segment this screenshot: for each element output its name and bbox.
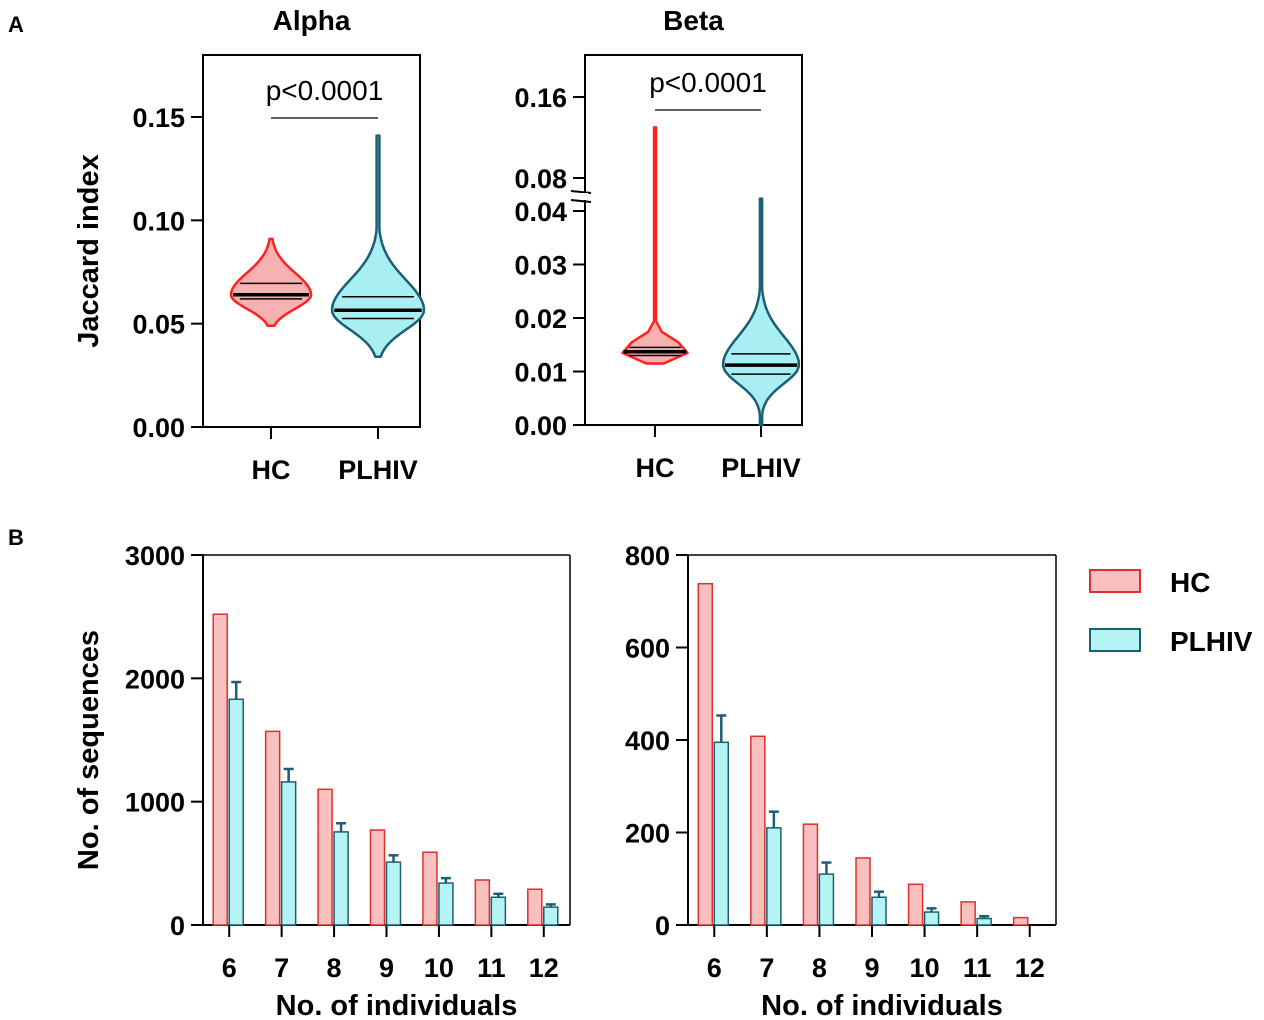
bar-hc <box>750 735 766 926</box>
bar-hc <box>474 879 491 926</box>
y-axis-label: No. of sequences <box>73 630 105 870</box>
plot-frame <box>584 54 803 426</box>
x-axis-label: No. of individuals <box>761 990 1003 1020</box>
sequences-bar-chart-beta: 0 200 400 600 800 No. of individuals 6 7 8 9 10 11 1… <box>625 541 1057 1020</box>
x-tick-label: 12 <box>529 953 559 983</box>
significance-label: p<0.0001 <box>266 75 384 106</box>
y-tick-label: 600 <box>625 634 670 664</box>
chart-title: Beta <box>663 5 724 36</box>
y-tick-label: 0.03 <box>514 251 567 281</box>
x-tick-label: 8 <box>812 953 827 983</box>
y-tick-label: 800 <box>625 541 670 571</box>
bar-hc <box>855 857 871 926</box>
legend-label-hc: HC <box>1170 567 1210 598</box>
sequences-bar-chart-alpha: 0 1000 2000 3000 No. of sequences No. of indi… <box>73 541 571 1020</box>
violin-hc <box>229 237 313 327</box>
panel-label-a: A <box>8 12 24 37</box>
y-tick-label: 1000 <box>125 788 185 818</box>
x-tick-label: HC <box>252 455 291 485</box>
legend-swatch-hc <box>1089 569 1141 593</box>
bar-plhiv <box>923 911 940 926</box>
bar-plhiv <box>490 896 507 926</box>
axis-break-mark <box>570 199 592 203</box>
y-tick-label: 0.08 <box>514 164 567 194</box>
violin-plhiv <box>330 134 426 358</box>
x-tick-label: 8 <box>327 953 342 983</box>
panel-label-b: B <box>8 525 24 550</box>
x-tick-label: HC <box>636 453 675 483</box>
y-tick-label: 400 <box>625 726 670 756</box>
y-axis-label: Jaccard index <box>73 154 105 347</box>
violin-hc <box>621 126 689 365</box>
violin-plhiv <box>721 197 801 427</box>
x-tick-label: 10 <box>424 953 454 983</box>
bar-hc <box>264 730 281 926</box>
alpha-violin-chart: Alpha 0.00 0.05 0.10 0.15 Jaccard index HC PLHI… <box>73 5 426 485</box>
y-tick-label: 0 <box>655 911 670 941</box>
bar-plhiv <box>871 896 887 926</box>
bar-plhiv <box>280 781 297 926</box>
y-tick-label: 0.04 <box>514 197 567 227</box>
bar-hc <box>422 851 438 926</box>
violin-body-hc <box>621 126 689 365</box>
x-tick-label: 9 <box>864 953 879 983</box>
bar-plhiv <box>543 906 559 926</box>
y-tick-label: 3000 <box>125 541 185 571</box>
y-tick-label: 0.10 <box>132 206 185 236</box>
y-tick-label: 0.00 <box>132 413 185 443</box>
y-tick-label: 0.15 <box>132 103 185 133</box>
y-tick-label: 0.16 <box>514 83 567 113</box>
bar-plhiv <box>333 831 349 926</box>
bar-plhiv <box>713 741 730 926</box>
bar-hc <box>212 613 228 926</box>
legend-label-plhiv: PLHIV <box>1170 626 1253 657</box>
bar-plhiv <box>976 917 992 926</box>
violin-body-plhiv <box>721 197 801 427</box>
bar-hc <box>960 901 976 926</box>
x-tick-label: PLHIV <box>721 453 801 483</box>
y-tick-label: 2000 <box>125 664 185 694</box>
bar-hc <box>527 888 543 926</box>
y-tick-label: 0.01 <box>514 358 567 388</box>
x-tick-label: 6 <box>222 953 237 983</box>
bar-plhiv <box>438 882 454 926</box>
legend-swatch-plhiv <box>1089 628 1141 652</box>
bar-plhiv <box>385 861 402 926</box>
significance-label: p<0.0001 <box>649 67 767 98</box>
bar-plhiv <box>818 873 835 926</box>
y-tick-label: 0.05 <box>132 310 185 340</box>
bar-hc <box>907 883 924 926</box>
y-tick-label: 200 <box>625 819 670 849</box>
x-tick-label: 7 <box>274 953 289 983</box>
bar-plhiv <box>228 698 244 926</box>
bar-plhiv <box>766 827 782 926</box>
y-tick-label: 0.00 <box>514 411 567 441</box>
x-tick-label: 9 <box>379 953 394 983</box>
x-axis-label: No. of individuals <box>276 990 518 1020</box>
plot-frame <box>202 54 421 428</box>
x-tick-label: 6 <box>707 953 722 983</box>
x-tick-label: 10 <box>910 953 940 983</box>
legend: HC PLHIV <box>1089 567 1253 657</box>
x-tick-label: PLHIV <box>338 455 418 485</box>
violin-body-plhiv <box>330 134 426 358</box>
y-tick-label: 0.02 <box>514 304 567 334</box>
violin-body-hc <box>229 237 313 327</box>
y-tick-label: 0 <box>170 911 185 941</box>
x-tick-label: 11 <box>963 953 992 983</box>
chart-title: Alpha <box>273 5 351 36</box>
bar-hc <box>1012 916 1029 926</box>
axis-break-gap <box>582 193 588 200</box>
x-tick-label: 12 <box>1015 953 1045 983</box>
bar-hc <box>369 829 386 926</box>
bar-hc <box>802 823 819 926</box>
bar-hc <box>697 582 714 926</box>
bar-hc <box>317 788 333 926</box>
x-tick-label: 7 <box>759 953 774 983</box>
beta-violin-chart: Beta 0.00 0.01 0.02 0.03 0.040.08 0.16 HC PLHIV p… <box>514 5 803 483</box>
x-tick-label: 11 <box>477 953 506 983</box>
axis-break-mark <box>570 190 592 194</box>
